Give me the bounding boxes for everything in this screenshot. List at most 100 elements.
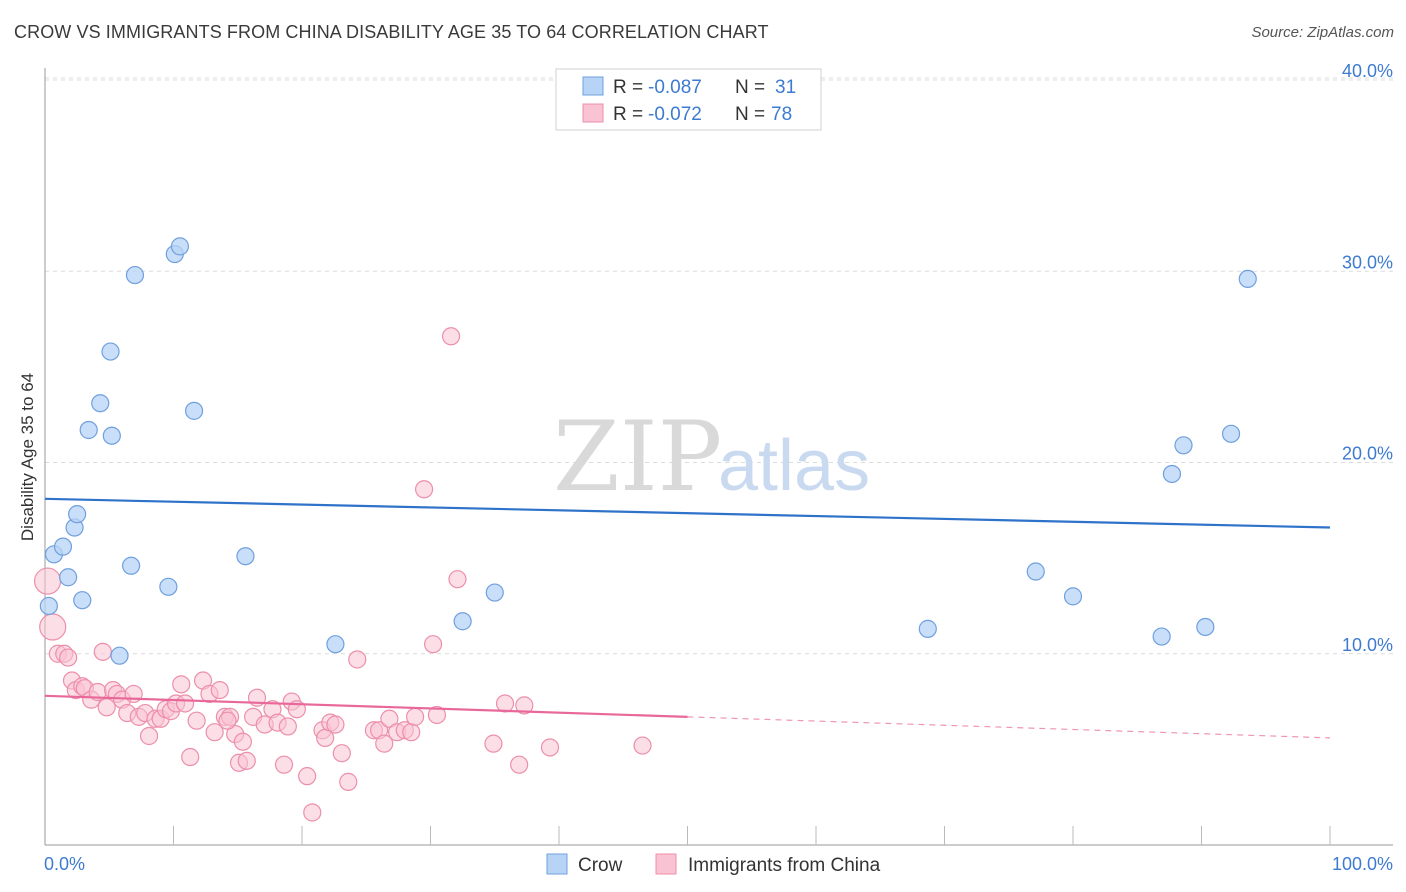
china-point: [348, 650, 367, 669]
crow-point: [39, 596, 58, 616]
crow-point: [1221, 424, 1241, 443]
china-point: [205, 723, 224, 742]
crow-point: [453, 612, 472, 631]
china-point: [380, 709, 399, 728]
source-credit: Source: ZipAtlas.com: [1251, 24, 1394, 41]
china-point: [298, 767, 317, 786]
crow-point: [73, 591, 92, 610]
crow-trend-line: [44, 497, 1331, 529]
crow-point: [1238, 269, 1257, 288]
crow-point: [1162, 464, 1182, 484]
china-points: [33, 327, 652, 822]
china-point: [515, 696, 534, 715]
legend-swatch-china: [582, 103, 604, 123]
grid-lines: [45, 77, 1393, 655]
china-point: [172, 675, 191, 694]
china-point: [139, 726, 159, 746]
china-point: [33, 567, 62, 595]
china-point: [332, 744, 351, 763]
china-point: [540, 738, 560, 757]
china-point: [233, 732, 252, 751]
china-point: [187, 711, 206, 730]
crow-point: [918, 619, 937, 638]
watermark-zip: ZIP: [553, 401, 722, 513]
china-point: [326, 715, 345, 734]
x-tick-marks: [173, 826, 1331, 845]
china-point: [218, 711, 237, 730]
china-point: [495, 694, 515, 713]
crow-point: [102, 426, 121, 445]
china-point: [59, 648, 78, 667]
crow-point: [91, 394, 110, 413]
legend-r-label-crow: R =: [613, 77, 643, 98]
bottom-legend-label-china: Immigrants from China: [688, 855, 881, 876]
y-axis-label: Disability Age 35 to 64: [18, 373, 37, 541]
crow-point: [1152, 627, 1171, 646]
crow-point: [1174, 436, 1193, 455]
crow-point: [59, 568, 78, 587]
china-point: [423, 635, 443, 654]
y-tick-labels: 10.0% 20.0% 30.0% 40.0%: [1342, 61, 1393, 655]
legend-n-label-china: N =: [735, 104, 765, 125]
crow-point: [1026, 562, 1045, 581]
crow-point: [53, 537, 73, 556]
watermark-atlas: atlas: [718, 426, 870, 506]
y-tick-label-10: 10.0%: [1342, 635, 1393, 655]
x-tick-label-max: 100.0%: [1332, 854, 1393, 874]
crow-point: [121, 556, 141, 575]
crow-point: [68, 505, 87, 524]
crow-point: [79, 420, 98, 440]
china-point: [375, 734, 394, 753]
china-point: [93, 642, 112, 661]
china-point: [175, 694, 195, 713]
crow-point: [1063, 587, 1083, 606]
china-point: [484, 734, 503, 753]
crow-point: [1196, 617, 1215, 637]
china-point: [303, 803, 322, 822]
china-point: [402, 723, 421, 742]
watermark: ZIP atlas: [553, 401, 870, 513]
china-trend-extrapolated: [687, 716, 1331, 739]
chart-title: CROW VS IMMIGRANTS FROM CHINA DISABILITY…: [14, 22, 769, 42]
legend-r-label-china: R =: [613, 104, 643, 125]
legend-n-label-crow: N =: [735, 77, 765, 98]
crow-point: [184, 401, 204, 420]
trend-lines: [44, 497, 1331, 739]
china-point: [448, 570, 467, 589]
legend-box: R = -0.087 N = 31 R = -0.072 N = 78: [555, 68, 822, 131]
china-point: [210, 680, 229, 700]
crow-points: [39, 237, 1257, 665]
legend-swatch-crow: [582, 76, 604, 96]
china-point: [414, 480, 434, 499]
y-tick-label-30: 30.0%: [1342, 252, 1393, 272]
bottom-legend: Crow Immigrants from China: [546, 853, 881, 876]
china-point: [510, 755, 529, 774]
crow-point: [101, 342, 120, 361]
crow-point: [326, 635, 345, 654]
crow-point: [170, 237, 190, 256]
legend-n-value-crow: 31: [775, 77, 796, 98]
crow-point: [159, 577, 178, 596]
bottom-legend-swatch-china: [655, 853, 677, 875]
bottom-legend-swatch-crow: [546, 853, 568, 875]
crow-point: [236, 547, 255, 566]
x-tick-label-min: 0.0%: [44, 854, 85, 874]
china-point: [405, 707, 425, 726]
crow-point: [110, 646, 129, 665]
china-point: [181, 747, 200, 767]
legend-r-value-crow: -0.087: [648, 77, 702, 98]
china-point: [274, 755, 294, 774]
legend-n-value-china: 78: [771, 104, 792, 125]
axes: [44, 68, 1393, 846]
bottom-legend-label-crow: Crow: [578, 855, 623, 876]
legend-r-value-china: -0.072: [648, 104, 702, 125]
china-trend-line: [44, 694, 688, 718]
y-tick-label-40: 40.0%: [1342, 61, 1393, 81]
china-point: [278, 717, 297, 736]
china-point: [633, 736, 652, 755]
crow-point: [125, 265, 145, 285]
china-point: [339, 772, 358, 791]
china-point: [427, 705, 447, 725]
china-point: [39, 613, 67, 641]
